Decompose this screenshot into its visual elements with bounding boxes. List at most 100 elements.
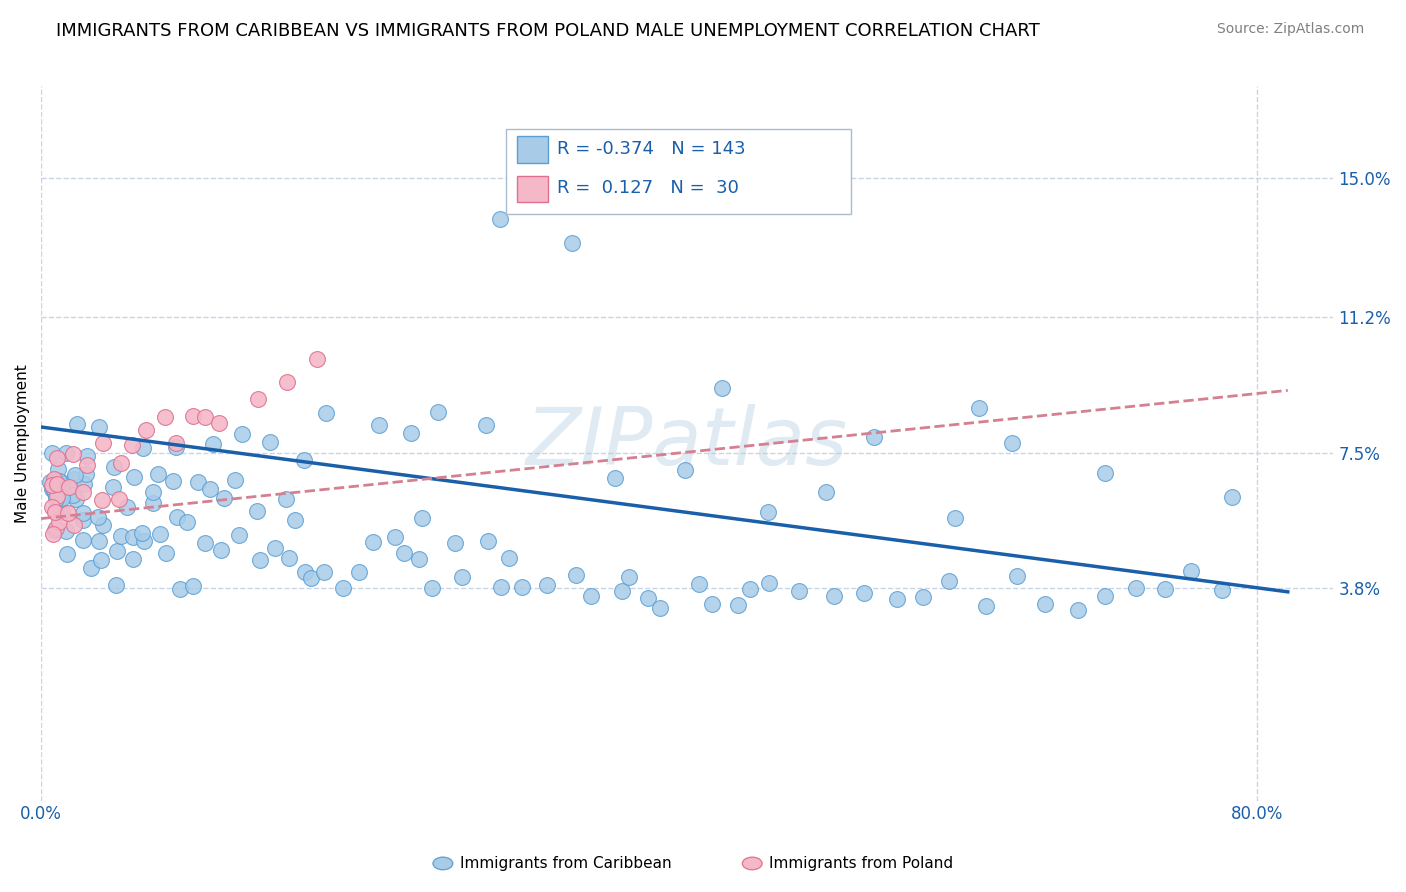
Point bbox=[1180, 564, 1202, 578]
Point bbox=[181, 409, 204, 424]
Point bbox=[561, 236, 583, 251]
Point bbox=[48, 474, 70, 488]
Y-axis label: Male Unemployment: Male Unemployment bbox=[15, 364, 30, 523]
Text: Immigrants from Caribbean: Immigrants from Caribbean bbox=[460, 856, 672, 871]
Point bbox=[224, 474, 246, 488]
Point bbox=[489, 212, 512, 227]
Point bbox=[489, 580, 512, 594]
Point bbox=[498, 550, 520, 565]
Point bbox=[259, 435, 281, 450]
Point bbox=[420, 582, 443, 596]
Point bbox=[135, 423, 157, 437]
Point bbox=[65, 468, 87, 483]
Point bbox=[45, 475, 67, 490]
Point bbox=[967, 401, 990, 416]
Point bbox=[63, 472, 86, 486]
Point bbox=[62, 447, 84, 461]
Point bbox=[56, 506, 79, 520]
Point bbox=[58, 480, 80, 494]
Point bbox=[361, 534, 384, 549]
Point bbox=[863, 430, 886, 444]
Point bbox=[55, 524, 77, 538]
Point bbox=[49, 475, 72, 490]
Point bbox=[181, 579, 204, 593]
Point bbox=[943, 511, 966, 525]
Point bbox=[41, 482, 63, 496]
Point bbox=[48, 492, 70, 507]
Point bbox=[42, 481, 65, 495]
Text: IMMIGRANTS FROM CARIBBEAN VS IMMIGRANTS FROM POLAND MALE UNEMPLOYMENT CORRELATIO: IMMIGRANTS FROM CARIBBEAN VS IMMIGRANTS … bbox=[56, 22, 1040, 40]
Point bbox=[228, 528, 250, 542]
Point bbox=[314, 565, 336, 579]
Point bbox=[103, 459, 125, 474]
Point bbox=[142, 496, 165, 510]
Point bbox=[212, 491, 235, 506]
Point bbox=[700, 597, 723, 611]
Point bbox=[73, 477, 96, 491]
Text: R =  0.127   N =  30: R = 0.127 N = 30 bbox=[557, 179, 738, 197]
Point bbox=[65, 491, 87, 506]
Point bbox=[155, 546, 177, 560]
Point bbox=[347, 565, 370, 579]
Point bbox=[169, 582, 191, 597]
Point bbox=[332, 582, 354, 596]
Point bbox=[42, 527, 65, 541]
Point bbox=[89, 420, 111, 434]
Point bbox=[162, 474, 184, 488]
Point bbox=[89, 534, 111, 549]
Point bbox=[1067, 602, 1090, 616]
Point bbox=[76, 458, 98, 473]
Point bbox=[1220, 491, 1243, 505]
Point bbox=[131, 526, 153, 541]
Point bbox=[394, 546, 416, 560]
Point bbox=[41, 477, 63, 491]
Point bbox=[121, 551, 143, 566]
Point bbox=[688, 576, 710, 591]
Point bbox=[299, 571, 322, 585]
Point bbox=[974, 599, 997, 613]
Point bbox=[91, 492, 114, 507]
Point bbox=[44, 475, 66, 490]
Point bbox=[104, 578, 127, 592]
Point bbox=[1001, 436, 1024, 450]
Point bbox=[42, 482, 65, 496]
Point bbox=[427, 405, 450, 419]
Point bbox=[44, 505, 66, 519]
Point bbox=[51, 505, 73, 519]
Point bbox=[48, 516, 70, 530]
Point bbox=[1125, 581, 1147, 595]
Point bbox=[740, 582, 762, 596]
Point bbox=[56, 547, 79, 561]
Point bbox=[474, 417, 496, 432]
Point bbox=[399, 425, 422, 440]
Point bbox=[450, 569, 472, 583]
Point bbox=[1154, 582, 1177, 597]
Point bbox=[1211, 582, 1233, 597]
Point bbox=[80, 561, 103, 575]
Point bbox=[62, 488, 84, 502]
Point bbox=[110, 456, 132, 470]
Point bbox=[1094, 589, 1116, 603]
Point bbox=[45, 474, 67, 488]
Point bbox=[105, 544, 128, 558]
Point bbox=[132, 534, 155, 549]
Point bbox=[44, 486, 66, 500]
Point bbox=[193, 409, 215, 424]
Point bbox=[200, 482, 222, 496]
Point bbox=[408, 552, 430, 566]
Point bbox=[315, 407, 337, 421]
Point bbox=[122, 470, 145, 484]
Point bbox=[852, 585, 875, 599]
Point bbox=[246, 504, 269, 518]
Point bbox=[1007, 569, 1029, 583]
Point bbox=[51, 479, 73, 493]
Point bbox=[444, 536, 467, 550]
Point bbox=[46, 461, 69, 475]
Point bbox=[39, 475, 62, 490]
Point bbox=[637, 591, 659, 605]
Point bbox=[51, 491, 73, 506]
Point bbox=[603, 471, 626, 485]
Point bbox=[108, 492, 131, 507]
Point bbox=[132, 442, 155, 456]
Point bbox=[648, 601, 671, 615]
